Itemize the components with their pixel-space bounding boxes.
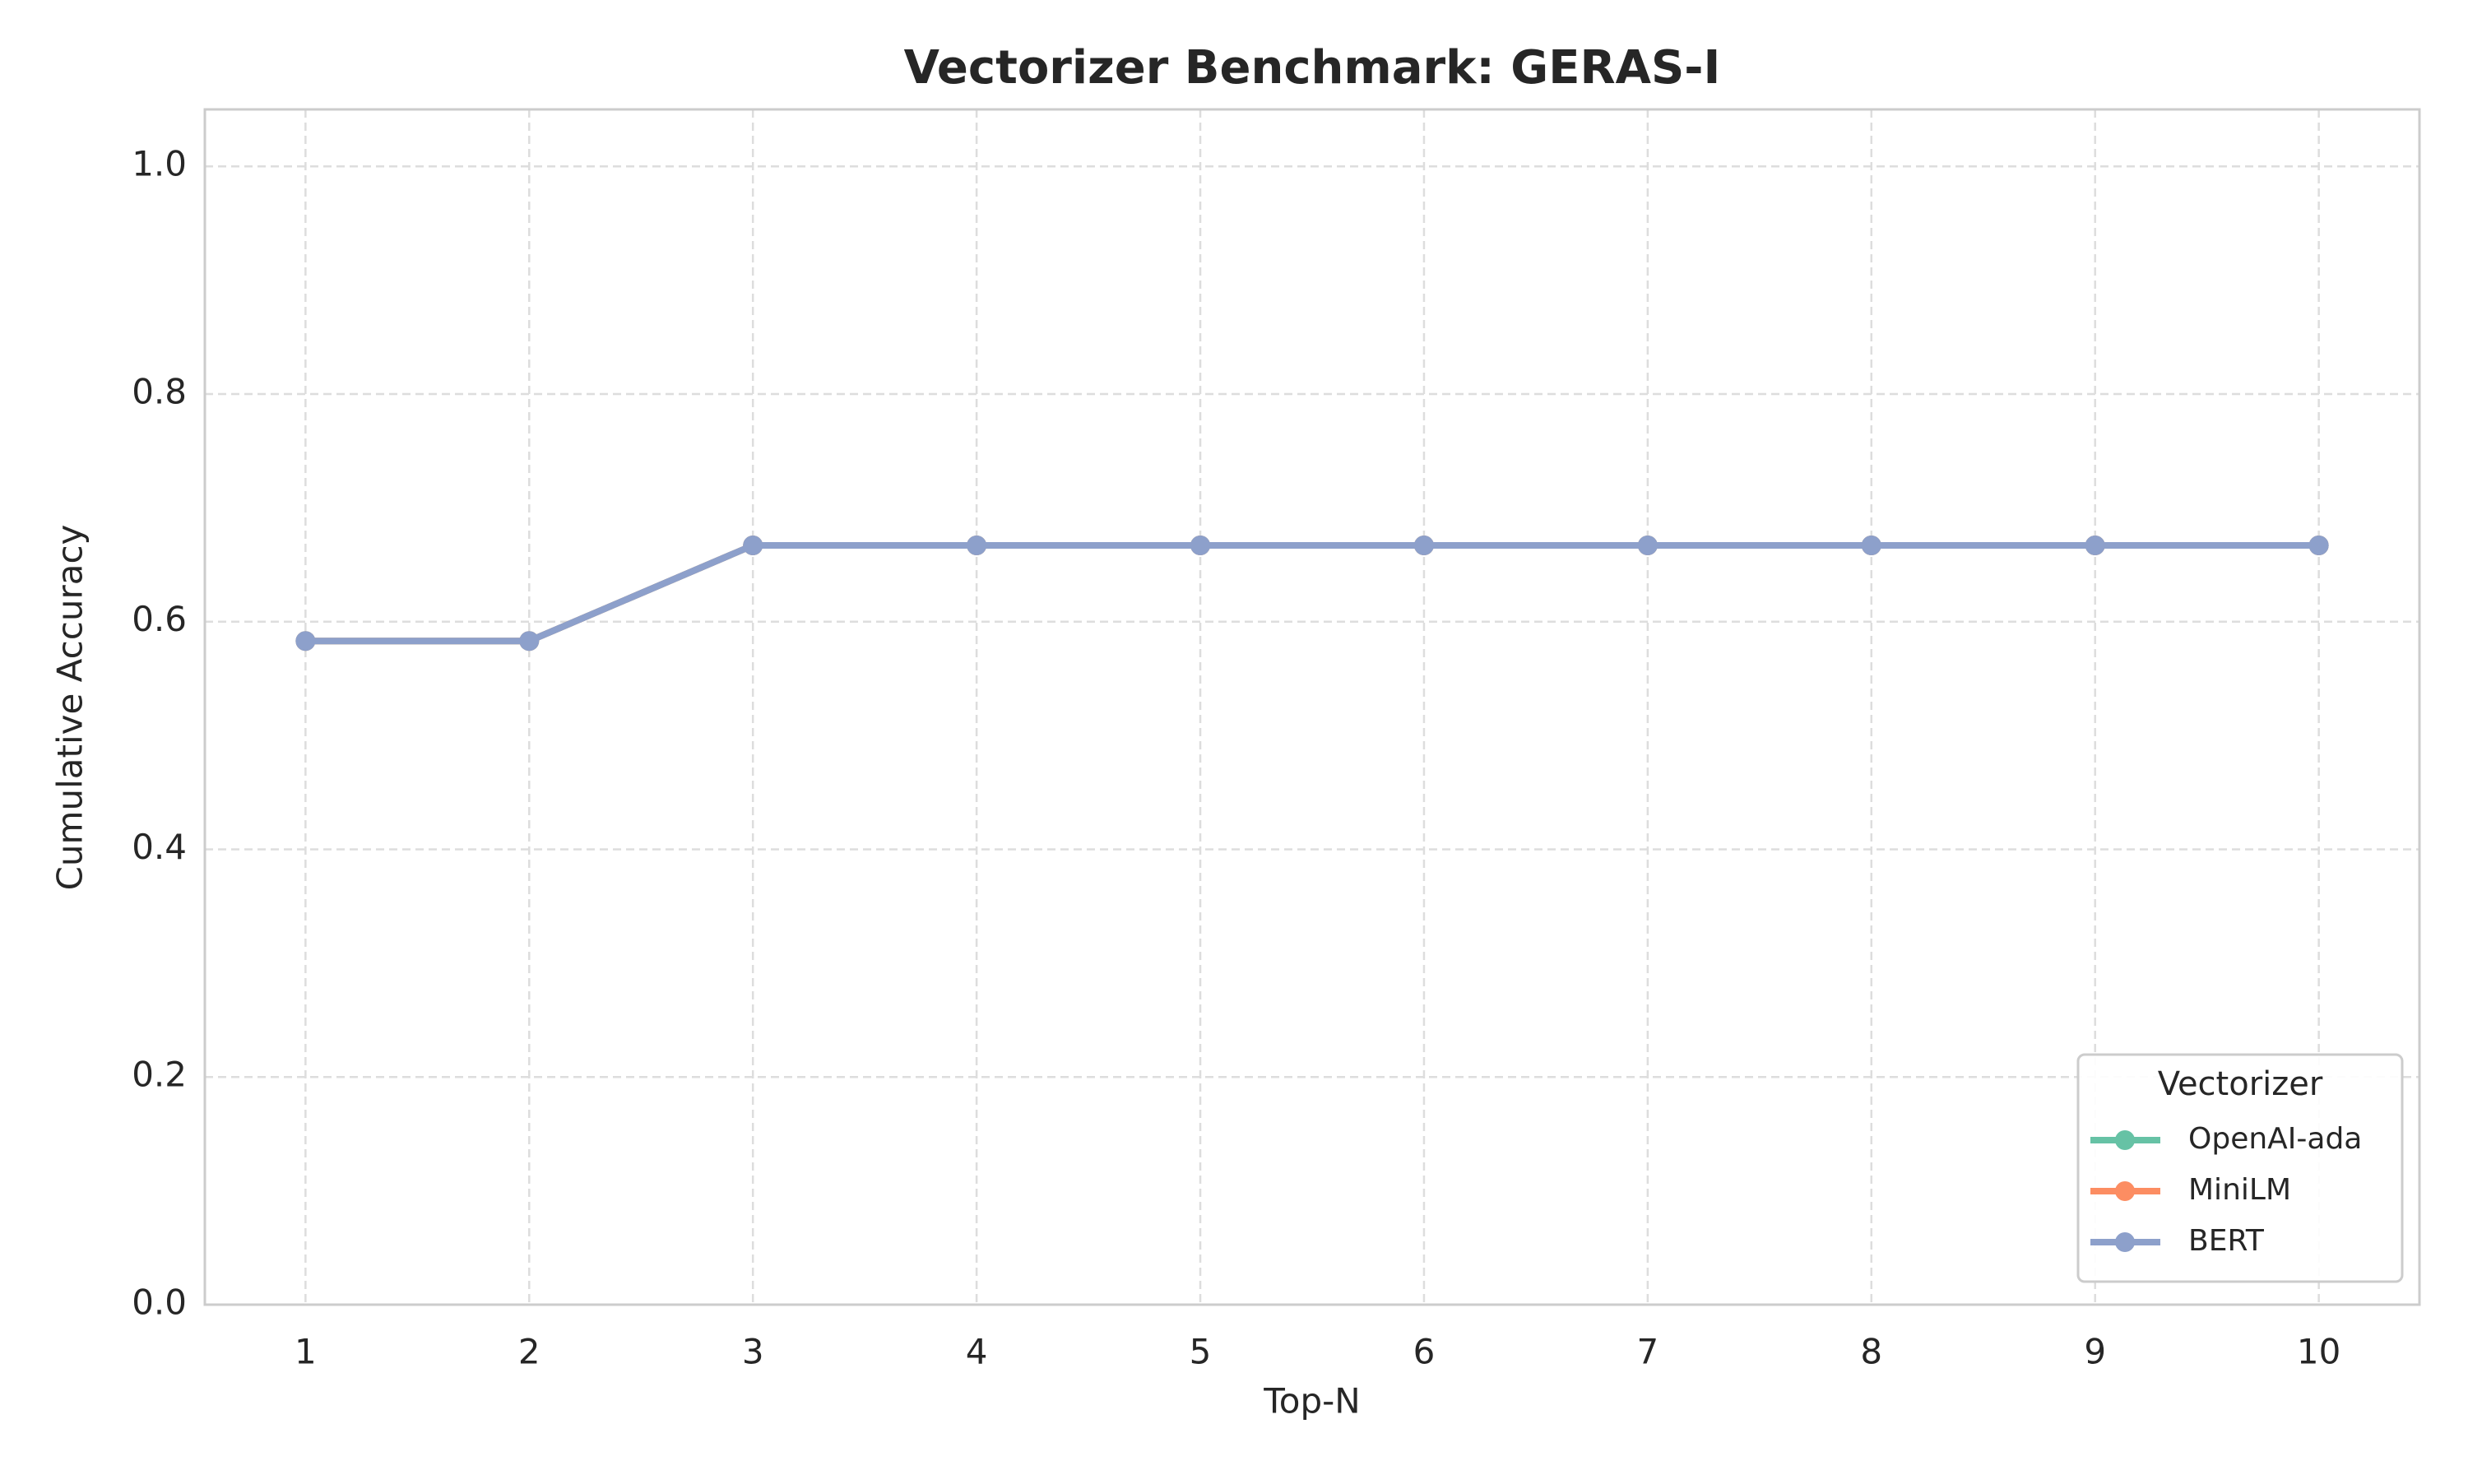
- plot-frame: [203, 108, 2421, 1306]
- y-tick-label: 1.0: [132, 144, 187, 184]
- x-axis-label: Top-N: [1263, 1381, 1360, 1421]
- x-tick-label: 6: [1413, 1332, 1436, 1372]
- data-point: [1413, 535, 1434, 555]
- x-tick-label: 7: [1637, 1332, 1659, 1372]
- y-tick-label: 0.4: [132, 827, 187, 867]
- legend-marker: [2115, 1130, 2135, 1150]
- data-point: [519, 631, 540, 652]
- data-point: [743, 535, 763, 555]
- y-tick-label: 0.2: [132, 1055, 187, 1095]
- y-tick-label: 0.8: [132, 371, 187, 411]
- legend-box: [2076, 1053, 2404, 1283]
- x-tick-label: 3: [742, 1332, 764, 1372]
- data-point: [1190, 535, 1211, 555]
- data-point: [1861, 535, 1881, 555]
- y-axis-label: Cumulative Accuracy: [50, 525, 90, 891]
- legend-label: BERT: [2188, 1224, 2265, 1258]
- legend-label: MiniLM: [2188, 1173, 2291, 1207]
- data-point: [2085, 535, 2105, 555]
- x-tick-label: 4: [966, 1332, 988, 1372]
- data-point: [967, 535, 987, 555]
- data-point: [295, 631, 316, 652]
- x-tick-label: 5: [1190, 1332, 1212, 1372]
- legend-marker: [2115, 1232, 2135, 1252]
- data-point: [2308, 535, 2329, 555]
- x-tick-label: 9: [2084, 1332, 2106, 1372]
- x-tick-label: 8: [1860, 1332, 1882, 1372]
- chart-title: Vectorizer Benchmark: GERAS-I: [904, 41, 1721, 95]
- x-tick-label: 10: [2297, 1332, 2340, 1372]
- y-tick-label: 0.0: [132, 1282, 187, 1323]
- x-tick-label: 1: [295, 1332, 317, 1372]
- x-tick-label: 2: [518, 1332, 540, 1372]
- legend-title: Vectorizer: [2158, 1065, 2323, 1103]
- y-tick-label: 0.6: [132, 599, 187, 639]
- data-point: [1637, 535, 1658, 555]
- legend-marker: [2115, 1181, 2135, 1201]
- legend-label: OpenAI-ada: [2188, 1122, 2362, 1156]
- series-line: [305, 541, 2319, 645]
